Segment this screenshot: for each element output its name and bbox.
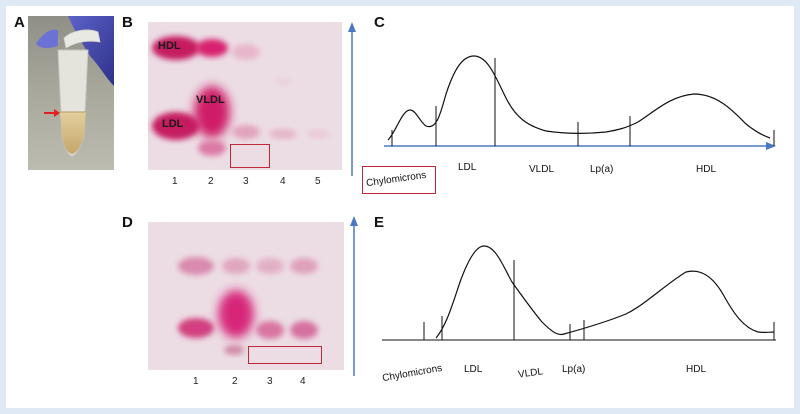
axis-label-c-hdl: HDL	[696, 164, 717, 175]
lane-label-d-3: 3	[267, 376, 273, 387]
gel-d	[148, 222, 344, 370]
tube-photo	[28, 16, 114, 170]
band-label-hdl: HDL	[158, 40, 181, 52]
panel-letter-b: B	[122, 14, 133, 31]
axis-label-c-ldl: LDL	[458, 162, 477, 173]
lane-label-b-4: 4	[280, 176, 286, 187]
lane-label-b-1: 1	[172, 176, 178, 187]
highlight-box-d	[248, 346, 322, 364]
lane-label-b-5: 5	[315, 176, 321, 187]
band-label-ldl: LDL	[162, 118, 184, 130]
lane-label-b-3: 3	[243, 176, 249, 187]
lane-label-d-2: 2	[232, 376, 238, 387]
panel-letter-e: E	[374, 214, 385, 231]
lane-label-d-1: 1	[193, 376, 199, 387]
axis-label-e-ldl: LDL	[464, 364, 483, 375]
panel-letter-d: D	[122, 214, 133, 231]
densitometry-curve-c	[384, 55, 776, 150]
axis-label-c-vldl: VLDL	[529, 164, 555, 175]
band-label-vldl: VLDL	[196, 94, 225, 106]
panel-letter-a: A	[14, 14, 25, 31]
densitometry-curve-e	[382, 245, 776, 341]
axis-label-e-lpa: Lp(a)	[562, 364, 586, 375]
lane-label-b-2: 2	[208, 176, 214, 187]
gel-b: HDL VLDL LDL	[148, 22, 342, 170]
lane-label-d-4: 4	[300, 376, 306, 387]
highlight-box-b	[230, 144, 270, 168]
axis-label-c-lpa: Lp(a)	[590, 164, 614, 175]
figure-frame: A	[6, 6, 794, 408]
axis-label-e-hdl: HDL	[686, 364, 707, 375]
panel-letter-c: C	[374, 14, 385, 31]
highlight-box-c	[362, 166, 436, 194]
